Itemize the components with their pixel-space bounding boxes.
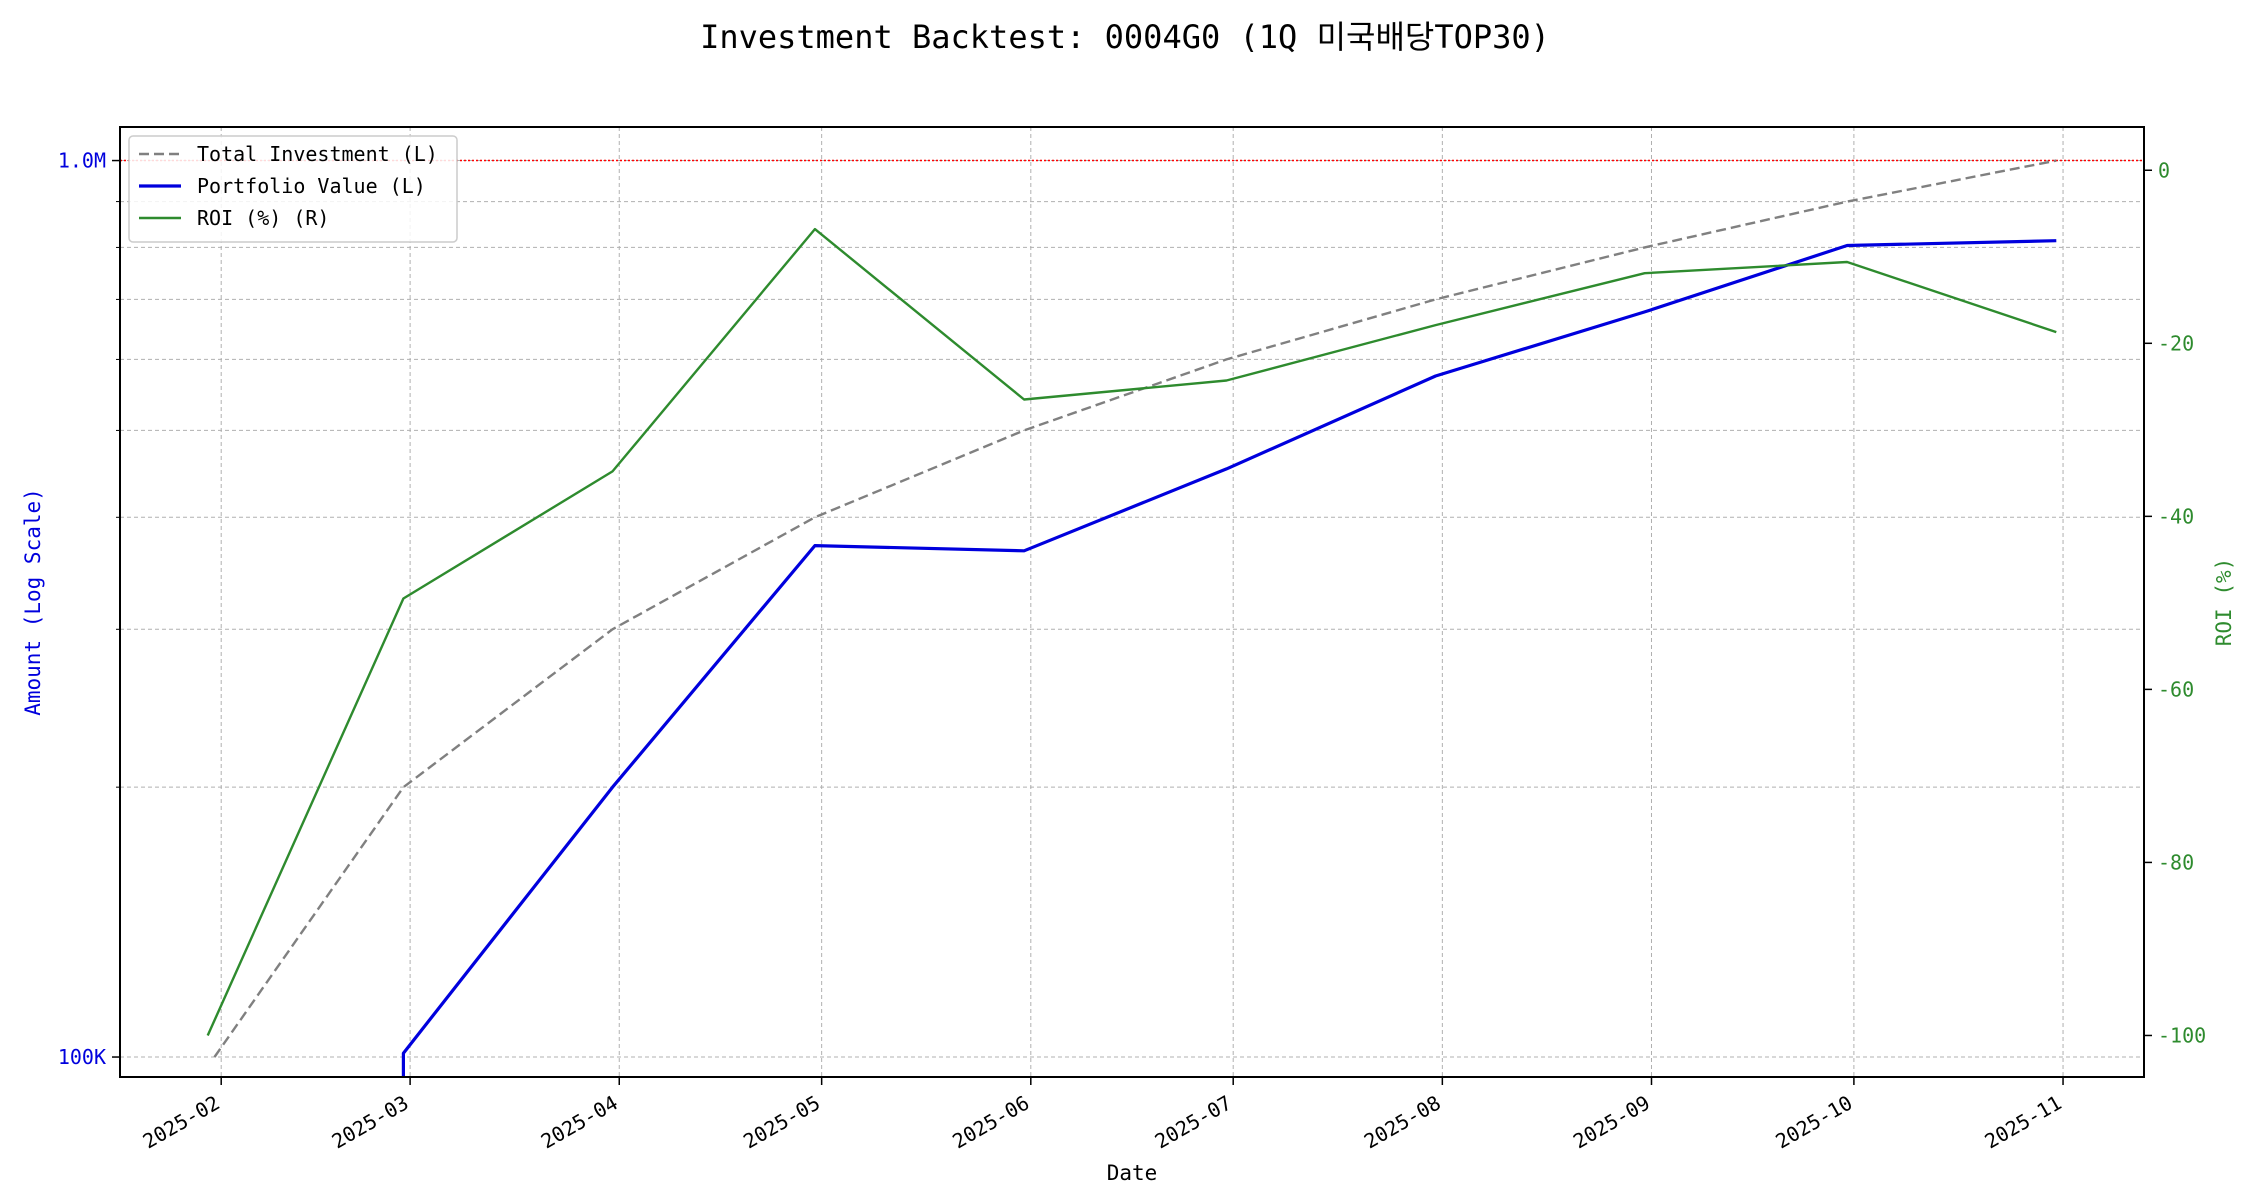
y-axis-right-label: ROI (%) <box>2212 558 2236 647</box>
legend-label: Total Investment (L) <box>197 142 438 166</box>
x-tick-label: 2025-06 <box>948 1091 1033 1154</box>
y-right-tick-label: -60 <box>2158 677 2194 701</box>
x-tick-label: 2025-08 <box>1360 1091 1445 1154</box>
plot-frame <box>119 126 2145 1078</box>
legend: Total Investment (L) Portfolio Value (L) R… <box>128 135 458 243</box>
x-tick-label: 2025-03 <box>328 1091 413 1154</box>
y-right-tick-label: -40 <box>2158 504 2194 528</box>
y-axis-right: 0 -20 -40 -60 -80 -100 <box>2144 158 2206 1047</box>
x-tick-label: 2025-05 <box>739 1091 824 1154</box>
y-right-tick-label: -20 <box>2158 331 2194 355</box>
series-line <box>213 159 2057 1058</box>
x-axis-label: Date <box>1107 1161 1158 1185</box>
x-tick-label: 2025-11 <box>1981 1091 2066 1154</box>
series-line <box>206 227 2057 1036</box>
x-tick-label: 2025-07 <box>1151 1091 1236 1154</box>
x-tick-label: 2025-09 <box>1569 1091 1654 1154</box>
x-tick-label: 2025-02 <box>139 1091 224 1154</box>
y-axis-left-label: Amount (Log Scale) <box>21 488 45 716</box>
legend-box <box>128 135 458 243</box>
x-tick-label: 2025-10 <box>1771 1091 1856 1154</box>
y-right-tick-label: -80 <box>2158 850 2194 874</box>
chart-title: Investment Backtest: 0004G0 (1Q 미국배당TOP3… <box>700 18 1550 56</box>
y-right-tick-label: 0 <box>2158 158 2170 182</box>
legend-label: Portfolio Value (L) <box>197 174 426 198</box>
grid-layer <box>120 127 2144 1077</box>
y-left-tick-label: 100K <box>58 1045 106 1069</box>
x-tick-label: 2025-04 <box>537 1091 622 1154</box>
y-axis-left: 100K 1.0M <box>58 149 120 1069</box>
legend-label: ROI (%) (R) <box>197 206 329 230</box>
series-layer <box>206 159 2057 1077</box>
y-left-tick-label: 1.0M <box>58 149 106 173</box>
x-axis: 2025-02 2025-03 2025-04 2025-05 2025-06 2025-… <box>139 1077 2066 1153</box>
series-line <box>401 239 2057 1077</box>
y-right-tick-label: -100 <box>2158 1023 2206 1047</box>
